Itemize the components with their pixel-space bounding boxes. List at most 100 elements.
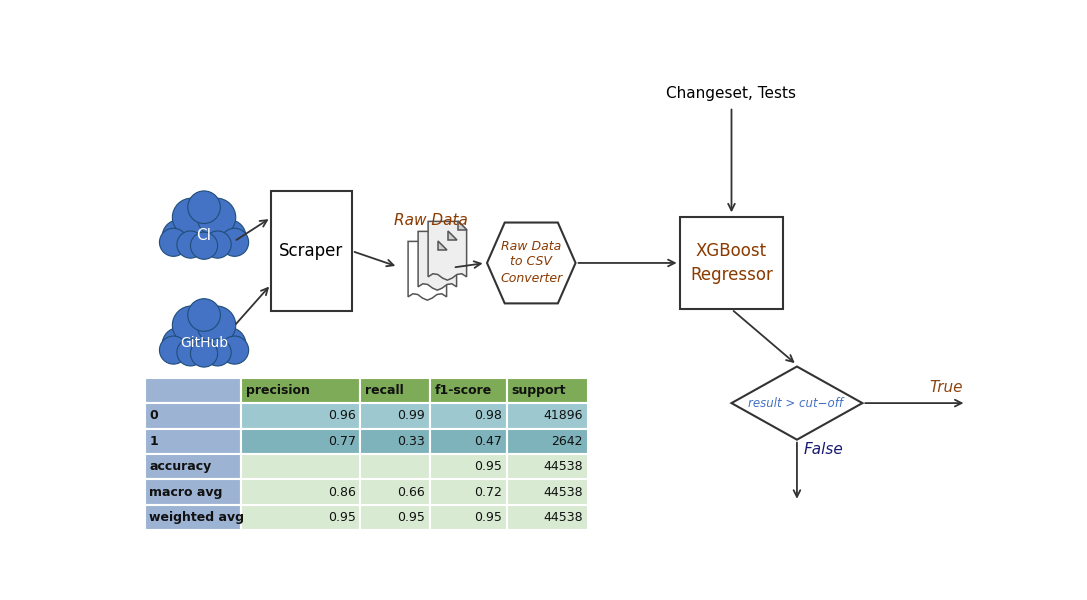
Circle shape [221, 336, 249, 364]
Text: GitHub: GitHub [180, 336, 228, 350]
Text: Raw Data: Raw Data [501, 239, 561, 253]
Text: 0: 0 [149, 409, 158, 422]
Bar [241, 428, 361, 454]
Text: 0.99: 0.99 [397, 409, 425, 422]
Polygon shape [458, 221, 466, 230]
Text: 44538: 44538 [544, 511, 583, 524]
Bar [361, 479, 429, 505]
Circle shape [186, 218, 223, 255]
Bar [241, 479, 361, 505]
Circle shape [162, 220, 196, 254]
Circle shape [197, 198, 236, 236]
Bar [429, 403, 507, 428]
Text: 0.77: 0.77 [328, 435, 355, 448]
Bar [507, 428, 587, 454]
Bar [361, 505, 429, 530]
Circle shape [204, 231, 232, 258]
Bar [361, 454, 429, 479]
Bar [145, 479, 241, 505]
Text: accuracy: accuracy [149, 460, 212, 473]
Text: False: False [803, 442, 842, 457]
Text: XGBoost: XGBoost [696, 242, 767, 260]
Text: 0.33: 0.33 [397, 435, 425, 448]
Text: 0.66: 0.66 [397, 485, 425, 499]
Polygon shape [448, 232, 457, 240]
Bar [361, 428, 429, 454]
Bar [145, 428, 241, 454]
Bar [241, 377, 361, 403]
Bar [429, 377, 507, 403]
Circle shape [204, 339, 232, 366]
Polygon shape [732, 367, 862, 440]
Text: Raw Data: Raw Data [395, 213, 468, 228]
Text: precision: precision [246, 384, 310, 397]
Circle shape [186, 326, 223, 363]
Bar [361, 377, 429, 403]
Text: support: support [511, 384, 565, 397]
Bar [145, 377, 241, 403]
Text: 0.95: 0.95 [397, 511, 425, 524]
Polygon shape [428, 221, 466, 280]
Text: Changeset, Tests: Changeset, Tests [666, 86, 797, 101]
Text: result > cut−off: result > cut−off [748, 397, 842, 410]
Bar [679, 217, 784, 309]
Text: 0.95: 0.95 [474, 511, 502, 524]
Bar [241, 505, 361, 530]
Circle shape [173, 306, 211, 344]
Circle shape [177, 231, 204, 258]
Text: 0.95: 0.95 [328, 511, 355, 524]
Circle shape [212, 220, 246, 254]
Text: 44538: 44538 [544, 485, 583, 499]
Text: 0.96: 0.96 [328, 409, 355, 422]
Circle shape [212, 328, 246, 361]
Text: Scraper: Scraper [279, 242, 343, 260]
Text: 0.47: 0.47 [474, 435, 502, 448]
Text: weighted avg: weighted avg [149, 511, 245, 524]
Circle shape [173, 198, 211, 236]
Bar [507, 377, 587, 403]
Bar [507, 505, 587, 530]
Text: recall: recall [365, 384, 403, 397]
Circle shape [197, 306, 236, 344]
Circle shape [162, 328, 196, 361]
Bar [429, 454, 507, 479]
Bar [241, 403, 361, 428]
Text: 1: 1 [149, 435, 158, 448]
Bar [429, 505, 507, 530]
Bar [145, 505, 241, 530]
Text: 0.72: 0.72 [474, 485, 502, 499]
Circle shape [160, 228, 188, 256]
Bar [429, 479, 507, 505]
Text: 0.86: 0.86 [328, 485, 355, 499]
Bar [507, 403, 587, 428]
Text: macro avg: macro avg [149, 485, 223, 499]
Circle shape [160, 336, 188, 364]
Text: CI: CI [197, 228, 212, 243]
Text: f1-score: f1-score [435, 384, 491, 397]
Text: True: True [929, 380, 962, 395]
Text: to CSV: to CSV [511, 255, 552, 268]
Circle shape [188, 299, 221, 331]
Text: 2642: 2642 [551, 435, 583, 448]
Bar [271, 191, 352, 311]
Circle shape [188, 191, 221, 224]
Text: Regressor: Regressor [690, 266, 773, 284]
Bar [361, 403, 429, 428]
Polygon shape [438, 241, 447, 250]
Text: 0.98: 0.98 [474, 409, 502, 422]
Circle shape [190, 340, 217, 367]
Circle shape [190, 232, 217, 259]
Bar [145, 454, 241, 479]
Text: 44538: 44538 [544, 460, 583, 473]
Text: Converter: Converter [500, 272, 562, 285]
Bar [429, 428, 507, 454]
Circle shape [177, 339, 204, 366]
Polygon shape [487, 223, 576, 304]
Circle shape [221, 228, 249, 256]
Bar [507, 454, 587, 479]
Bar [145, 403, 241, 428]
Bar [241, 454, 361, 479]
Text: 41896: 41896 [544, 409, 583, 422]
Polygon shape [408, 241, 447, 300]
Polygon shape [418, 232, 457, 290]
